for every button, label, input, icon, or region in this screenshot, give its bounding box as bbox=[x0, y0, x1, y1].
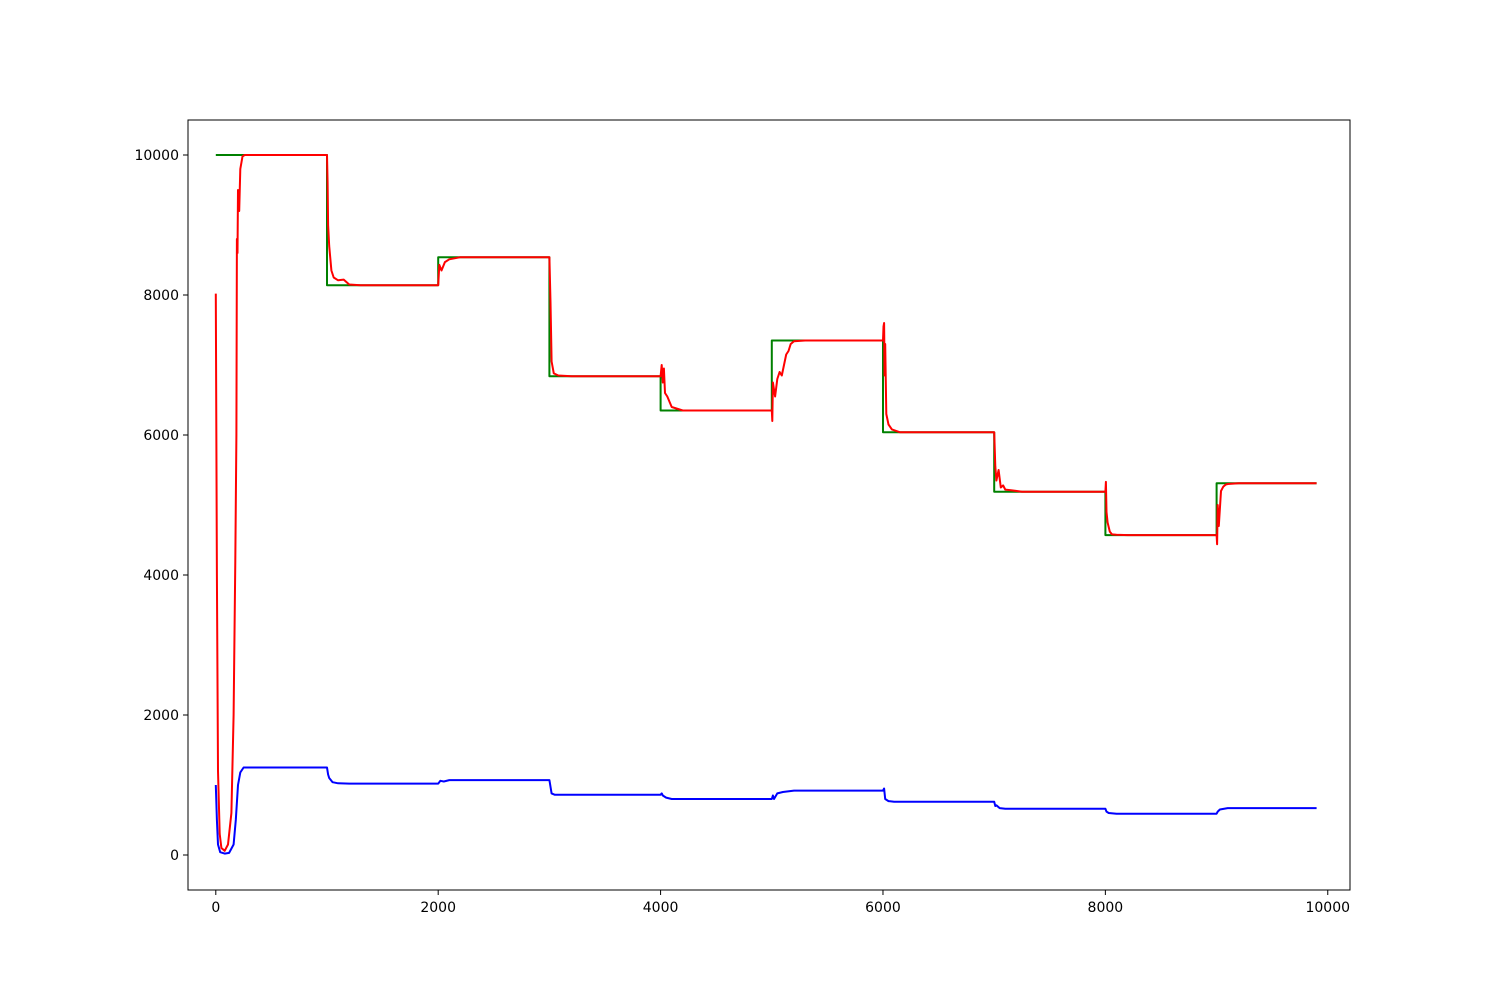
y-tick-label: 0 bbox=[170, 848, 179, 864]
x-tick-label: 10000 bbox=[1305, 900, 1350, 916]
x-tick-label: 2000 bbox=[420, 900, 456, 916]
series-line-1 bbox=[214, 154, 1317, 852]
y-tick-label: 8000 bbox=[143, 288, 179, 304]
y-axis: 0 2000 4000 6000 8000 10000 bbox=[134, 148, 188, 864]
series-layer bbox=[214, 154, 1317, 855]
y-tick-label: 4000 bbox=[143, 568, 179, 584]
plot-frame bbox=[187, 119, 1351, 891]
x-axis: 0 2000 4000 6000 8000 10000 bbox=[211, 890, 1350, 916]
x-tick-label: 6000 bbox=[865, 900, 901, 916]
y-tick-label: 6000 bbox=[143, 428, 179, 444]
x-tick-label: 8000 bbox=[1088, 900, 1124, 916]
x-tick-label: 4000 bbox=[643, 900, 679, 916]
y-tick-label: 10000 bbox=[134, 148, 179, 164]
x-tick-label: 0 bbox=[211, 900, 220, 916]
y-tick-label: 2000 bbox=[143, 708, 179, 724]
series-line-2 bbox=[214, 766, 1317, 855]
